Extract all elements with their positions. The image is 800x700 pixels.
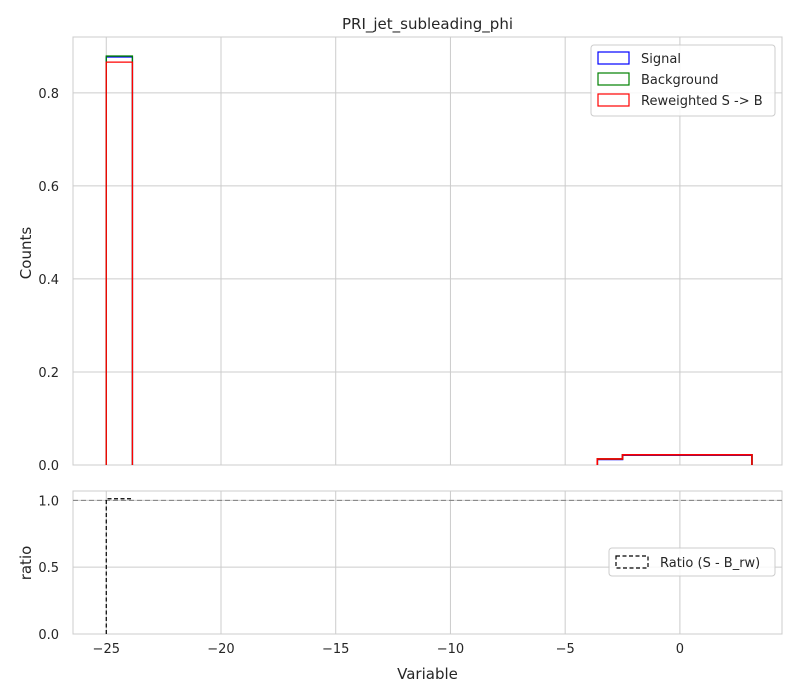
ratio-y-tick-label: 0.5 (38, 561, 59, 576)
ratio-x-tick-label: −20 (207, 642, 234, 657)
main-y-tick-label: 0.6 (38, 180, 59, 195)
main-plot-panel: 0.0 0.2 0.4 0.6 0.8 PRI_jet_subleading_phi C… (17, 15, 783, 474)
main-y-tick-label: 0.0 (38, 459, 59, 474)
ratio-x-tick-label: −5 (556, 642, 575, 657)
ratio-x-tick-label: −25 (93, 642, 120, 657)
ratio-y-tick-label: 0.0 (38, 628, 59, 643)
main-y-tick-label: 0.2 (38, 366, 59, 381)
ratio-legend-label: Ratio (S - B_rw) (660, 556, 760, 571)
x-axis-label: Variable (397, 665, 458, 683)
main-legend-box (590, 44, 776, 117)
ratio-x-tick-label: −10 (437, 642, 464, 657)
y-axis-label: Counts (17, 227, 35, 280)
main-legend: Signal Background Reweighted S -> B (590, 44, 776, 117)
chart-title: PRI_jet_subleading_phi (342, 15, 513, 34)
legend-label-reweighted-s-b: Reweighted S -> B (641, 94, 763, 109)
main-tick-labels: 0.0 0.2 0.4 0.6 0.8 (38, 87, 59, 474)
ratio-legend-box (608, 547, 776, 577)
ratio-tick-labels: −25 −20 −15 −10 −5 0 0.0 0.5 1.0 (38, 494, 684, 657)
legend-swatch-reweighted-s-b (597, 93, 630, 107)
ratio-plot-panel: −25 −20 −15 −10 −5 00.00.51.0 Variable ratio … (17, 490, 783, 683)
main-y-tick-label: 0.4 (38, 273, 59, 288)
legend-label-background: Background (641, 73, 719, 88)
ratio-y-axis-label: ratio (17, 546, 35, 581)
ratio-y-tick-label: 1.0 (38, 494, 59, 509)
reweighted-s-b-histogram-bin (105, 61, 134, 465)
legend-swatch-signal (597, 51, 630, 65)
ratio-x-tick-label: −15 (322, 642, 349, 657)
main-histograms (105, 55, 753, 465)
ratio-legend-swatch (615, 555, 649, 569)
legend-swatch-background (597, 72, 630, 86)
ratio-lines (105, 498, 133, 634)
ratio-line (105, 498, 133, 634)
legend-label-signal: Signal (641, 52, 681, 67)
reweighted-s-b-histogram-tail (596, 453, 753, 465)
ratio-x-tick-label: 0 (676, 642, 684, 657)
ratio-legend: Ratio (S - B_rw) (608, 547, 776, 577)
main-y-tick-label: 0.8 (38, 87, 59, 102)
